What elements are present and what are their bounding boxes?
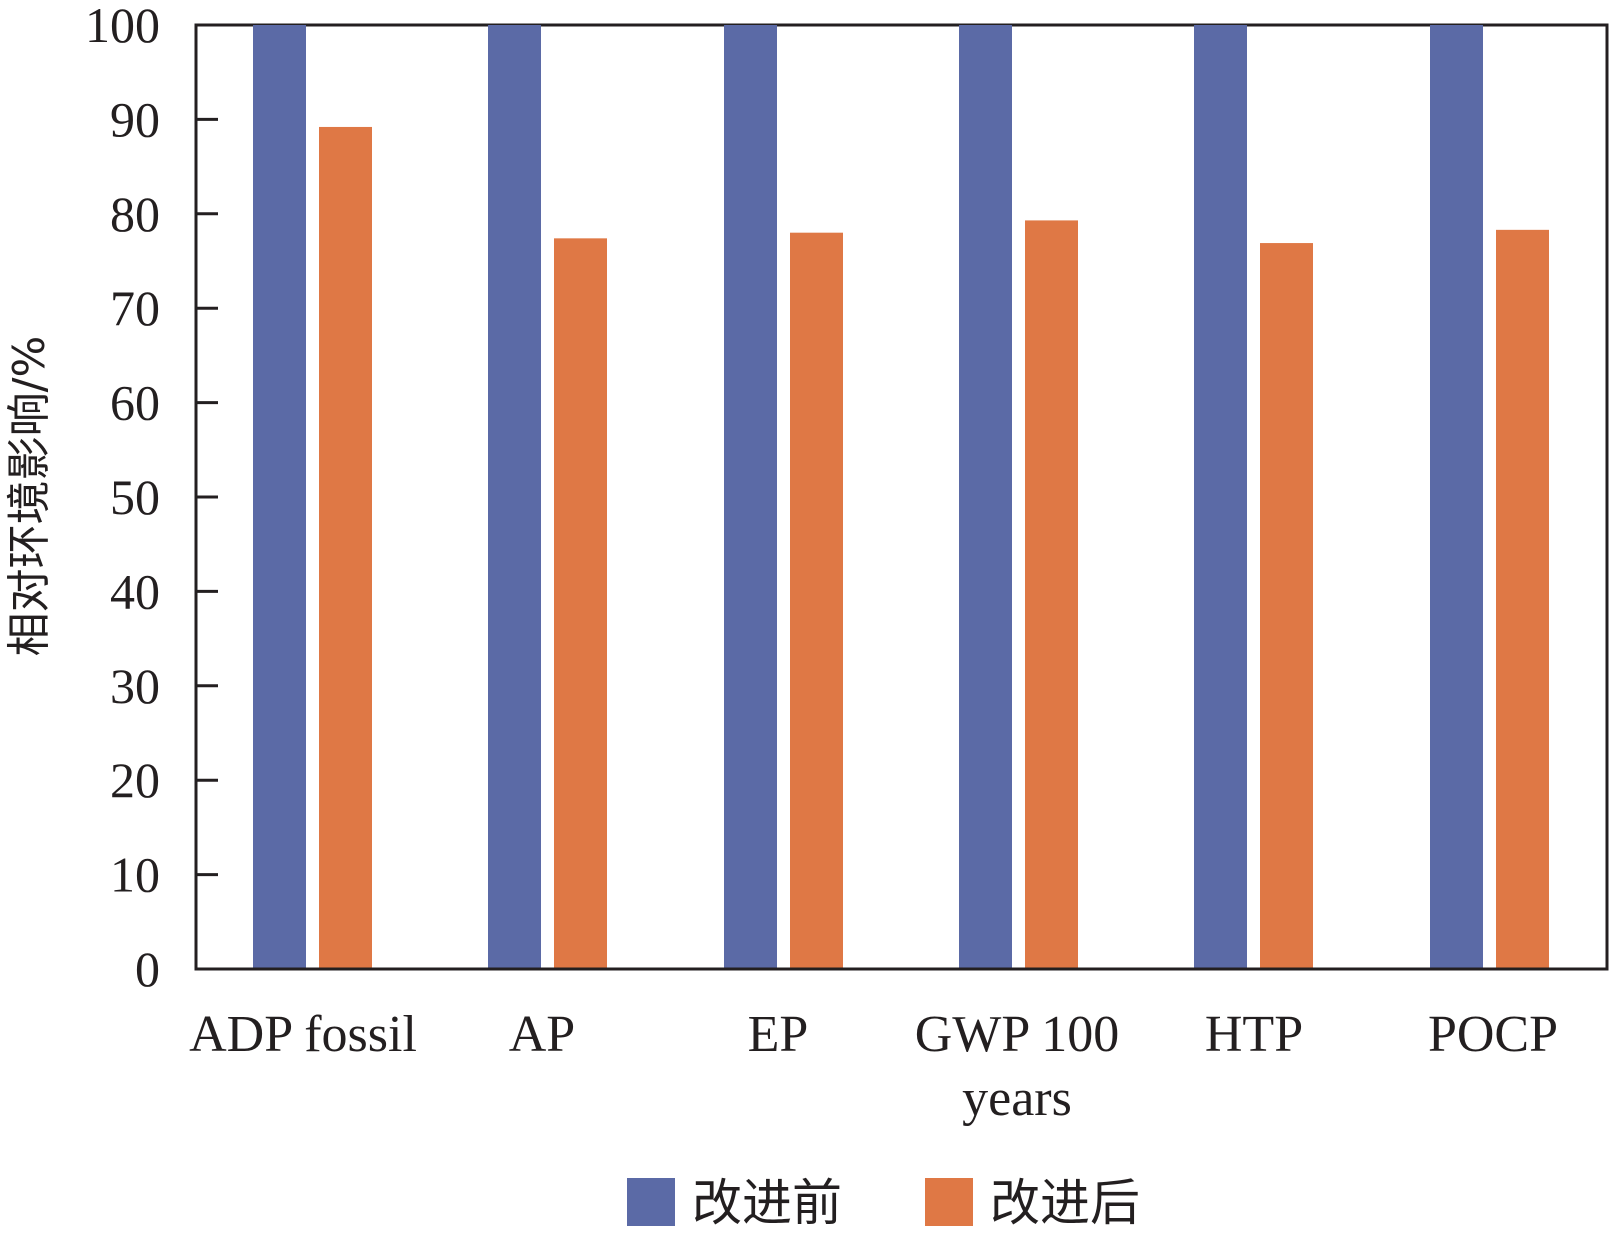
legend-swatch-before [627, 1178, 675, 1226]
y-tick-label: 50 [110, 469, 160, 525]
y-tick-label: 0 [135, 941, 160, 997]
bar-before-3 [959, 25, 1012, 968]
y-tick-label: 20 [110, 752, 160, 808]
x-category-label: POCP [1428, 1006, 1558, 1063]
bar-before-5 [1430, 25, 1483, 968]
bar-before-2 [724, 25, 777, 968]
bar-before-1 [488, 25, 541, 968]
bar-after-2 [790, 232, 843, 968]
bar-after-0 [319, 126, 372, 968]
y-tick-label: 90 [110, 91, 160, 147]
y-tick-label: 40 [110, 563, 160, 619]
bar-after-1 [554, 238, 607, 968]
x-axis-labels: ADP fossil AP EP GWP 100 years HTP POCP [189, 1006, 1558, 1127]
bar-after-4 [1260, 243, 1313, 968]
x-category-label: ADP fossil [189, 1006, 417, 1063]
legend-label-after: 改进后 [990, 1174, 1140, 1232]
y-tick-label: 70 [110, 280, 160, 336]
y-axis-title: 相对环境影响/% [4, 336, 55, 657]
bar-after-3 [1025, 220, 1078, 968]
y-tick-label: 10 [110, 847, 160, 903]
y-tick-label: 60 [110, 375, 160, 431]
x-category-label: years [962, 1070, 1072, 1127]
x-category-label: EP [748, 1006, 809, 1063]
x-category-label: GWP 100 [915, 1006, 1120, 1063]
bar-before-4 [1194, 25, 1247, 968]
y-tick-label: 80 [110, 186, 160, 242]
bar-after-5 [1496, 229, 1549, 968]
x-category-label: AP [509, 1006, 575, 1063]
legend-swatch-after [925, 1178, 973, 1226]
legend-label-before: 改进前 [692, 1174, 842, 1232]
x-category-label: HTP [1205, 1006, 1303, 1063]
y-axis-ticks: 0 10 20 30 40 50 60 70 80 90 100 [85, 0, 218, 997]
y-tick-label: 30 [110, 658, 160, 714]
plot-frame [194, 23, 1609, 971]
bar-marks [253, 25, 1549, 968]
legend: 改进前 改进后 [627, 1174, 1140, 1232]
y-tick-label: 100 [85, 0, 160, 53]
bar-before-0 [253, 25, 306, 968]
